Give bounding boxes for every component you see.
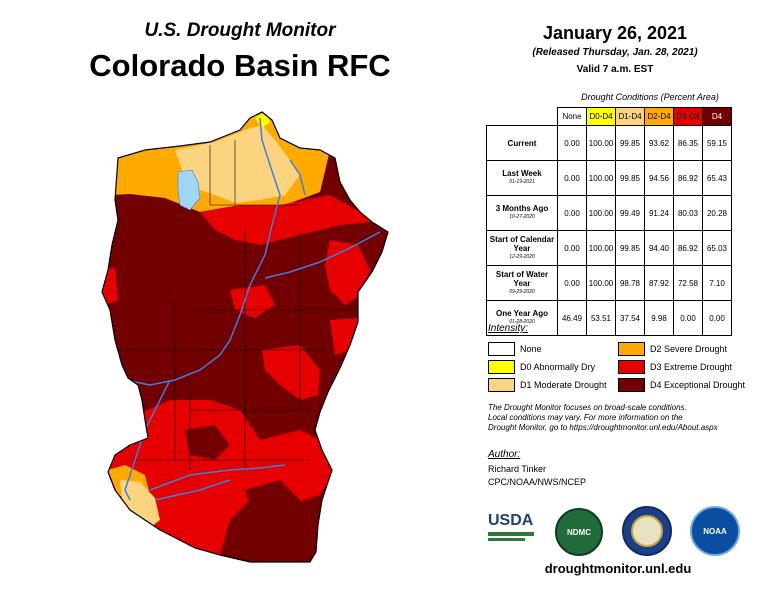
row-label: Last Week 01-19-2021 [486, 160, 558, 196]
table-row: Current 0.00 100.00 99.85 93.62 86.35 59… [486, 125, 732, 161]
d3-area-upper [200, 195, 372, 245]
table-cell: 91.24 [644, 195, 674, 231]
table-cell: 86.92 [673, 160, 703, 196]
map-date: January 26, 2021 [542, 23, 688, 43]
table-cell: 98.78 [615, 265, 645, 301]
table-cell: 65.03 [702, 230, 732, 266]
table-title: Drought Conditions (Percent Area) [581, 92, 719, 102]
table-cell: 94.56 [644, 160, 674, 196]
table-cell: 99.85 [615, 230, 645, 266]
table-cell: 0.00 [557, 230, 587, 266]
legend-item-d3: D3 Extreme Drought [618, 360, 732, 374]
drought-table: None D0-D4 D1-D4 D2-D4 D3-D4 D4 Current … [486, 107, 732, 336]
d3-area-south [108, 400, 335, 555]
rivers [124, 117, 381, 501]
legend-swatch [618, 360, 645, 374]
table-cell: 87.92 [644, 265, 674, 301]
author-name: Richard Tinker [488, 464, 547, 474]
table-cell: 9.98 [644, 300, 674, 336]
col-none: None [557, 107, 587, 126]
legend-item-d1: D1 Moderate Drought [488, 378, 607, 392]
table-cell: 100.00 [586, 160, 616, 196]
col-d4: D4 [702, 107, 732, 126]
table-cell: 94.40 [644, 230, 674, 266]
table-header-row: None D0-D4 D1-D4 D2-D4 D3-D4 D4 [487, 107, 732, 126]
table-row: Last Week 01-19-2021 0.00 100.00 99.85 94… [486, 160, 732, 196]
legend-item-none: None [488, 342, 542, 356]
table-cell: 65.43 [702, 160, 732, 196]
table-corner [487, 108, 558, 126]
col-d3-d4: D3-D4 [673, 107, 703, 126]
drought-map [101, 111, 389, 563]
legend-item-d4: D4 Exceptional Drought [618, 378, 745, 392]
table-cell: 72.58 [673, 265, 703, 301]
d1-area-south [120, 480, 160, 528]
note-line: Drought Monitor, go to https://droughtmo… [488, 423, 718, 432]
legend-item-d0: D0 Abnormally Dry [488, 360, 595, 374]
legend-swatch [488, 342, 515, 356]
table-cell: 0.00 [673, 300, 703, 336]
table-row: Start of Calendar Year 12-29-2020 0.00 10… [486, 230, 732, 266]
col-d2-d4: D2-D4 [644, 107, 674, 126]
usdoc-seal-icon [622, 506, 672, 556]
d1-area-north-core [175, 125, 300, 203]
release-date: (Released Thursday, Jan. 28, 2021) [532, 47, 698, 58]
table-cell: 0.00 [557, 160, 587, 196]
legend-title: Intensity: [488, 323, 529, 334]
table-cell: 0.00 [557, 265, 587, 301]
note-line: The Drought Monitor focuses on broad-sca… [488, 403, 687, 412]
table-cell: 99.85 [615, 125, 645, 161]
row-label: Start of Water Year 09-29-2020 [486, 265, 558, 301]
table-row: Start of Water Year 09-29-2020 0.00 100.0… [486, 265, 732, 301]
author-org: CPC/NOAA/NWS/NCEP [488, 477, 587, 487]
table-cell: 80.03 [673, 195, 703, 231]
disclaimer-note: The Drought Monitor focuses on broad-sca… [488, 403, 758, 433]
table-row: 3 Months Ago 10-27-2020 0.00 100.00 99.49… [486, 195, 732, 231]
author-title: Author: [488, 449, 521, 460]
region-title: Colorado Basin RFC [89, 48, 391, 83]
legend-swatch [618, 378, 645, 392]
note-line: Local conditions may vary. For more info… [488, 413, 683, 422]
table-cell: 0.00 [557, 195, 587, 231]
table-cell: 86.92 [673, 230, 703, 266]
website-link[interactable]: droughtmonitor.unl.edu [544, 561, 692, 576]
table-cell: 100.00 [586, 265, 616, 301]
table-cell: 86.35 [673, 125, 703, 161]
usda-logo: USDA [488, 512, 534, 544]
d3-area-central-south [262, 345, 320, 400]
d4-area-south-patch [185, 425, 230, 460]
d3-area-east [325, 240, 370, 305]
noaa-logo: NOAA [690, 506, 740, 556]
d4-area-south-patch-2 [245, 480, 300, 520]
table-cell: 0.00 [557, 125, 587, 161]
col-d0-d4: D0-D4 [586, 107, 616, 126]
table-cell: 93.62 [644, 125, 674, 161]
table-cell: 99.85 [615, 160, 645, 196]
lake [177, 169, 201, 211]
table-cell: 100.00 [586, 195, 616, 231]
table-cell: 100.00 [586, 125, 616, 161]
col-d1-d4: D1-D4 [615, 107, 645, 126]
row-label: Start of Calendar Year 12-29-2020 [486, 230, 558, 266]
table-cell: 46.49 [557, 300, 587, 336]
d3-area-west [102, 268, 118, 305]
legend-swatch [488, 360, 515, 374]
table-cell: 99.49 [615, 195, 645, 231]
table-cell: 37.54 [615, 300, 645, 336]
table-row: One Year Ago 01-28-2020 46.49 53.51 37.54… [486, 300, 732, 336]
table-cell: 100.00 [586, 230, 616, 266]
legend-swatch [618, 342, 645, 356]
legend-item-d2: D2 Severe Drought [618, 342, 727, 356]
ndmc-logo: NDMC [555, 508, 603, 556]
table-cell: 20.28 [702, 195, 732, 231]
table-cell: 53.51 [586, 300, 616, 336]
row-label: 3 Months Ago 10-27-2020 [486, 195, 558, 231]
table-cell: 7.10 [702, 265, 732, 301]
valid-time: Valid 7 a.m. EST [576, 64, 654, 75]
table-cell: 0.00 [702, 300, 732, 336]
monitor-title: U.S. Drought Monitor [144, 20, 336, 41]
legend-swatch [488, 378, 515, 392]
table-cell: 59.15 [702, 125, 732, 161]
row-label: Current [486, 125, 558, 161]
